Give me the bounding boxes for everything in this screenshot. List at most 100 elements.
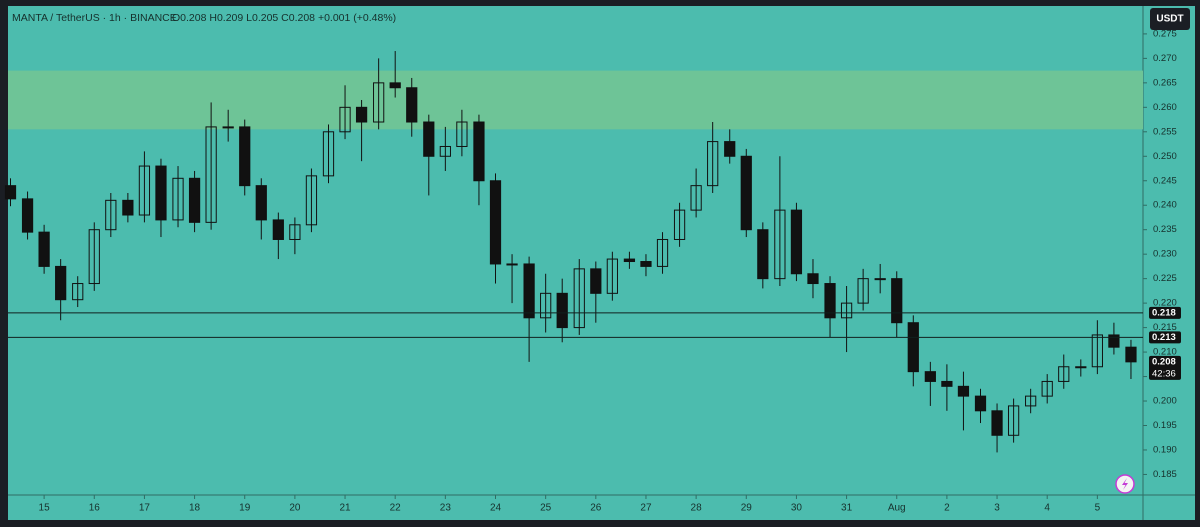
candle-body bbox=[38, 231, 50, 267]
candle-body bbox=[389, 82, 401, 89]
x-tick-label: Aug bbox=[888, 503, 906, 514]
candle-body bbox=[122, 199, 134, 216]
candle-body bbox=[21, 198, 34, 233]
x-tick-label: 31 bbox=[841, 503, 853, 514]
x-tick-label: 17 bbox=[139, 503, 151, 514]
candle-body bbox=[355, 106, 368, 123]
candle-body bbox=[88, 229, 100, 285]
y-tick-label: 0.275 bbox=[1153, 28, 1177, 39]
y-tick-label: 0.255 bbox=[1153, 126, 1177, 137]
candle-body bbox=[824, 283, 836, 319]
last-price-box bbox=[1149, 355, 1181, 380]
candle-body bbox=[673, 209, 686, 240]
candle-body bbox=[155, 165, 167, 221]
candle-body bbox=[373, 82, 385, 123]
y-tick-label: 0.225 bbox=[1153, 273, 1177, 284]
level-label-box bbox=[1149, 331, 1181, 344]
candle-body bbox=[941, 380, 953, 387]
candle-body bbox=[606, 258, 618, 294]
x-tick-label: 4 bbox=[1044, 503, 1050, 514]
candle-body bbox=[974, 395, 987, 412]
candle-body bbox=[924, 371, 936, 382]
y-tick-label: 0.210 bbox=[1153, 347, 1177, 358]
y-tick-label: 0.195 bbox=[1153, 420, 1177, 431]
x-tick-label: 29 bbox=[741, 503, 753, 514]
ohlc-legend: O0.208 H0.209 L0.205 C0.208 +0.001 (+0.4… bbox=[172, 12, 396, 24]
candle-body bbox=[724, 141, 736, 157]
price-zone bbox=[8, 70, 1143, 130]
y-tick-label: 0.265 bbox=[1153, 77, 1177, 88]
flash-glyph bbox=[1122, 478, 1128, 490]
x-tick-label: 23 bbox=[440, 503, 452, 514]
candle-body bbox=[172, 177, 184, 221]
candle-body bbox=[774, 209, 786, 280]
y-tick-label: 0.185 bbox=[1153, 469, 1177, 480]
candle-body bbox=[289, 224, 301, 240]
candle-body bbox=[907, 322, 919, 373]
candle-body bbox=[623, 258, 636, 263]
candle-body bbox=[322, 131, 335, 177]
candle-body bbox=[707, 141, 719, 187]
plot bbox=[4, 51, 1143, 453]
candle-body bbox=[188, 177, 201, 223]
y-tick-label: 0.235 bbox=[1153, 224, 1177, 235]
x-tick-label: 25 bbox=[540, 503, 552, 514]
candle-body bbox=[255, 185, 267, 221]
candle-body bbox=[573, 268, 585, 329]
x-tick-label: 30 bbox=[791, 503, 803, 514]
candle-body bbox=[305, 175, 318, 226]
x-tick-label: 18 bbox=[189, 503, 201, 514]
candle-body bbox=[740, 155, 752, 231]
x-tick-label: 27 bbox=[640, 503, 652, 514]
countdown-label: 42:36 bbox=[1152, 368, 1176, 379]
candle-body bbox=[540, 292, 552, 319]
candle-body bbox=[807, 273, 819, 285]
y-tick-label: 0.245 bbox=[1153, 175, 1177, 186]
level-label: 0.213 bbox=[1152, 332, 1176, 343]
candle-body bbox=[840, 302, 853, 319]
x-tick-label: 22 bbox=[390, 503, 402, 514]
candle-body bbox=[1108, 334, 1120, 348]
x-tick-label: 24 bbox=[490, 503, 502, 514]
level-label-box bbox=[1149, 306, 1181, 319]
candle-body bbox=[473, 121, 485, 182]
candle-body bbox=[523, 263, 535, 319]
candle-body bbox=[105, 199, 117, 231]
y-tick-label: 0.220 bbox=[1153, 298, 1177, 309]
candle-body bbox=[4, 185, 17, 200]
candle-body bbox=[1125, 346, 1137, 363]
candle-body bbox=[339, 106, 351, 133]
candle-body bbox=[439, 145, 451, 157]
chart-title: MANTA / TetherUS · 1h · BINANCE bbox=[12, 12, 177, 24]
x-tick-label: 20 bbox=[289, 503, 301, 514]
last-price-label: 0.208 bbox=[1152, 356, 1176, 367]
currency-label[interactable]: USDT bbox=[1156, 14, 1183, 25]
candle-body bbox=[138, 165, 151, 216]
candle-body bbox=[556, 292, 568, 329]
x-tick-label: 28 bbox=[691, 503, 703, 514]
y-tick-label: 0.200 bbox=[1153, 396, 1177, 407]
level-label: 0.218 bbox=[1152, 307, 1176, 318]
candle-body bbox=[891, 278, 903, 324]
y-tick-label: 0.270 bbox=[1153, 53, 1177, 64]
candle-body bbox=[1007, 405, 1020, 436]
candle-body bbox=[640, 261, 652, 267]
y-tick-label: 0.250 bbox=[1153, 151, 1177, 162]
y-tick-label: 0.190 bbox=[1153, 444, 1177, 455]
currency-button[interactable] bbox=[1150, 8, 1190, 30]
candle-body bbox=[1041, 380, 1053, 397]
candle-body bbox=[1058, 366, 1070, 382]
candle-body bbox=[489, 180, 502, 265]
x-tick-label: 5 bbox=[1095, 503, 1101, 514]
candle-body bbox=[205, 126, 217, 223]
candle-body bbox=[857, 278, 869, 304]
candle-body bbox=[656, 238, 669, 267]
candle-body bbox=[272, 219, 284, 240]
candle-body bbox=[456, 121, 468, 147]
candle-body bbox=[406, 87, 418, 123]
candle-body bbox=[874, 278, 886, 281]
candle-body bbox=[423, 121, 435, 157]
candle-body bbox=[72, 283, 84, 301]
